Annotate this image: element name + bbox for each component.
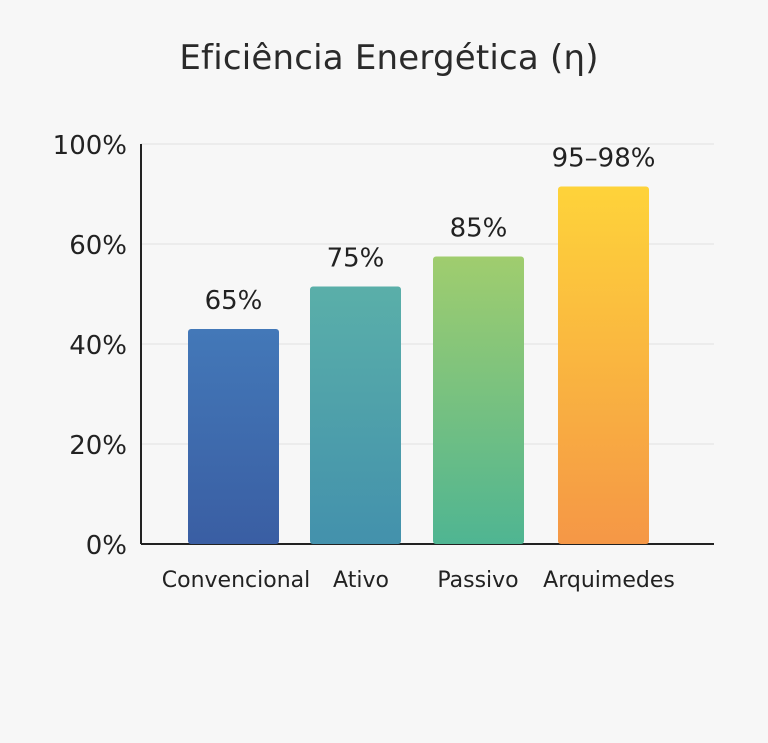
y-tick-label: 60%: [69, 231, 127, 261]
bar-passivo: [433, 256, 524, 544]
x-category-label: Passivo: [437, 568, 518, 593]
data-label: 75%: [327, 244, 385, 274]
x-category-label: Convencional: [162, 568, 310, 593]
bar-arquimedes: [558, 186, 649, 544]
data-label: 65%: [205, 286, 263, 316]
y-tick-label: 40%: [69, 331, 127, 361]
y-tick-label: 100%: [53, 131, 127, 161]
y-tick-label: 0%: [86, 531, 127, 561]
bar-ativo: [310, 286, 401, 544]
data-label: 85%: [450, 214, 508, 244]
bar-convencional: [188, 329, 279, 544]
y-tick-label: 20%: [69, 431, 127, 461]
x-category-label: Arquimedes: [543, 568, 675, 593]
x-category-label: Ativo: [333, 568, 389, 593]
data-label: 95–98%: [552, 144, 656, 174]
chart-title: Eficiência Energética (η): [179, 38, 599, 78]
